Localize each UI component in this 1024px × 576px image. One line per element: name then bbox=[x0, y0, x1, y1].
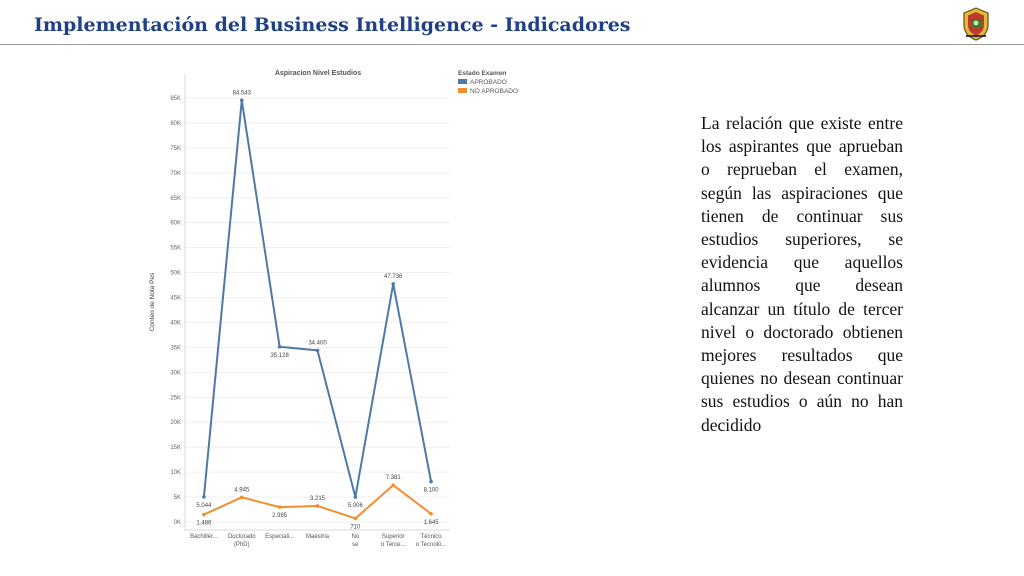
data-label-no-aprobado: 7.381 bbox=[386, 475, 402, 481]
legend-title: Estado Examen bbox=[458, 70, 506, 77]
data-point bbox=[202, 512, 206, 517]
data-label-aprobado: 5.006 bbox=[348, 503, 364, 509]
data-label-no-aprobado: 1.645 bbox=[424, 520, 440, 526]
data-point bbox=[353, 495, 358, 499]
chart-gridlines bbox=[185, 97, 450, 523]
data-label-no-aprobado: 1.486 bbox=[196, 521, 212, 527]
y-axis-label: Conteo de Nota Pes bbox=[149, 272, 156, 331]
x-tick-label: Maestria bbox=[306, 534, 330, 540]
data-label-no-aprobado: 710 bbox=[350, 524, 361, 530]
legend-item-no-aprobado: NO APROBADO bbox=[470, 88, 518, 95]
y-tick-label: 35K bbox=[170, 345, 181, 351]
data-point bbox=[429, 511, 433, 516]
y-tick-label: 55K bbox=[170, 246, 181, 252]
chart-title: Aspiracion Nivel Estudios bbox=[275, 70, 361, 77]
y-tick-label: 75K bbox=[170, 146, 181, 152]
data-point bbox=[315, 348, 320, 353]
y-tick-label: 15K bbox=[170, 445, 181, 451]
data-label-no-aprobado: 3.215 bbox=[310, 496, 326, 502]
y-tick-label: 50K bbox=[170, 271, 181, 277]
y-tick-label: 30K bbox=[170, 370, 181, 376]
data-label-aprobado: 34.400 bbox=[308, 340, 327, 346]
data-label-aprobado: 47.736 bbox=[384, 274, 403, 280]
y-tick-label: 0K bbox=[174, 520, 181, 526]
line-chart: 0K 5K 10K 15K 20K 25K 30K 35K 40K 45K 50K 55K 60K 65K… bbox=[140, 64, 540, 554]
data-point bbox=[391, 483, 396, 487]
y-tick-label: 70K bbox=[170, 171, 181, 177]
data-label-aprobado: 84.543 bbox=[233, 90, 252, 96]
legend-swatch-no-aprobado bbox=[458, 88, 467, 93]
data-label-aprobado: 35.128 bbox=[270, 353, 289, 359]
data-point bbox=[391, 282, 396, 286]
y-tick-label: 20K bbox=[170, 420, 181, 426]
data-label-no-aprobado: 4.945 bbox=[234, 487, 250, 493]
x-tick-label: Doctorado (PhD) bbox=[228, 534, 256, 548]
x-tick-label: Técnico o Tecnoló... bbox=[416, 534, 447, 548]
x-tick-label: Especiali... bbox=[265, 534, 294, 540]
university-crest-icon bbox=[963, 7, 989, 41]
data-point bbox=[429, 479, 433, 484]
chart-axes: 0K 5K 10K 15K 20K 25K 30K 35K 40K 45K 50K 55K 60K 65K… bbox=[170, 74, 450, 548]
data-point bbox=[353, 516, 358, 521]
data-point bbox=[202, 495, 206, 499]
data-point bbox=[315, 504, 320, 508]
y-tick-label: 60K bbox=[170, 221, 181, 227]
data-label-aprobado: 5.044 bbox=[196, 503, 212, 509]
y-tick-label: 25K bbox=[170, 395, 181, 401]
x-tick-label: Bachiller... bbox=[190, 534, 218, 540]
title-divider bbox=[0, 44, 1024, 45]
y-tick-label: 5K bbox=[174, 495, 181, 501]
y-tick-label: 45K bbox=[170, 296, 181, 302]
chart-legend: Estado Examen APROBADO NO APROBADO bbox=[458, 70, 518, 95]
data-label-aprobado: 8.100 bbox=[424, 488, 440, 494]
y-tick-label: 40K bbox=[170, 320, 181, 326]
y-tick-label: 10K bbox=[170, 470, 181, 476]
y-tick-label: 85K bbox=[170, 96, 181, 102]
data-label-no-aprobado: 2.985 bbox=[272, 513, 288, 519]
x-tick-label: Superior o Terce... bbox=[381, 534, 406, 548]
series-line-aprobado bbox=[202, 99, 433, 499]
slide-title: Implementación del Business Intelligence… bbox=[34, 14, 631, 36]
data-point bbox=[277, 344, 282, 349]
data-point bbox=[239, 98, 244, 103]
chart-data-labels: 5.044 84.543 35.128 34.400 5.006 47.736 8.100 1… bbox=[196, 90, 439, 530]
x-tick-label: No se bbox=[352, 534, 360, 548]
data-point bbox=[239, 495, 244, 500]
legend-item-aprobado: APROBADO bbox=[470, 79, 507, 86]
slide-description: La relación que existe entre los aspiran… bbox=[701, 113, 903, 435]
chart-series bbox=[202, 98, 433, 521]
legend-swatch-aprobado bbox=[458, 79, 467, 84]
y-tick-label: 80K bbox=[170, 121, 181, 127]
data-point bbox=[277, 505, 282, 509]
y-tick-label: 65K bbox=[170, 196, 181, 202]
